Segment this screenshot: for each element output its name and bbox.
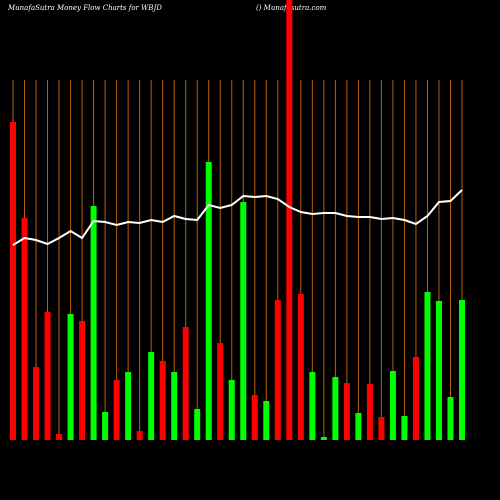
bar bbox=[263, 401, 270, 440]
bar bbox=[251, 395, 258, 440]
bar bbox=[136, 431, 143, 440]
bar bbox=[435, 301, 442, 440]
bar bbox=[412, 357, 419, 440]
bar bbox=[274, 300, 281, 440]
bar bbox=[286, 0, 293, 440]
bar bbox=[10, 122, 16, 440]
bar bbox=[401, 416, 408, 440]
bar bbox=[297, 294, 304, 440]
bar bbox=[424, 292, 431, 440]
bar bbox=[459, 300, 465, 440]
price-line bbox=[12, 189, 463, 246]
bar bbox=[113, 380, 120, 440]
bar bbox=[378, 417, 385, 440]
bar bbox=[171, 372, 178, 440]
bar bbox=[90, 206, 97, 440]
bar bbox=[205, 162, 212, 440]
bar bbox=[355, 413, 362, 440]
bar bbox=[21, 218, 28, 440]
bar bbox=[44, 312, 51, 440]
bar bbox=[102, 412, 109, 440]
bar bbox=[228, 380, 235, 440]
bar bbox=[389, 371, 396, 440]
bar bbox=[343, 383, 350, 440]
bar bbox=[332, 377, 339, 440]
chart-title: MunafaSutra Money Flow Charts for WBJD bbox=[7, 4, 162, 12]
bar bbox=[447, 397, 454, 440]
bar bbox=[320, 437, 327, 440]
bar bbox=[366, 384, 373, 440]
bar bbox=[240, 202, 247, 440]
bar bbox=[159, 361, 166, 440]
bar bbox=[33, 367, 40, 440]
bar bbox=[194, 409, 201, 440]
bar bbox=[182, 327, 189, 440]
bar bbox=[217, 343, 224, 440]
bar bbox=[125, 372, 132, 440]
bar bbox=[67, 314, 74, 440]
bar bbox=[148, 352, 155, 440]
bar bbox=[79, 321, 86, 440]
bar bbox=[309, 372, 316, 440]
bar bbox=[56, 434, 63, 440]
